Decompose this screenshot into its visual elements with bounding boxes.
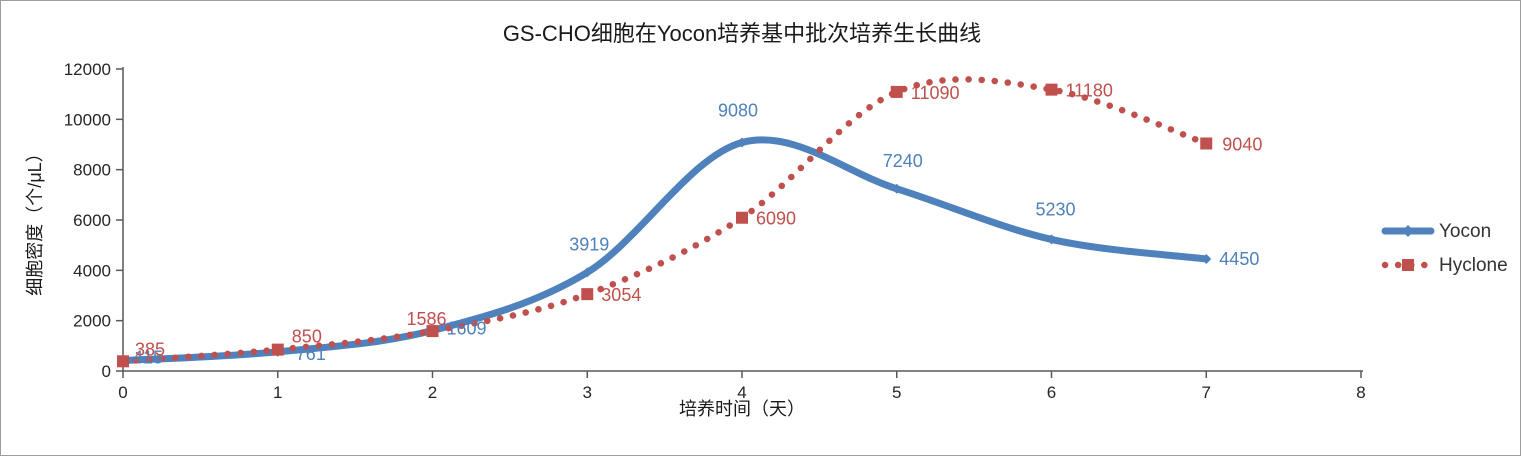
yocon-data-label: 5230	[1035, 199, 1075, 219]
hyclone-data-label: 3054	[601, 285, 641, 305]
axes: 0 2000 4000 6000 8000 10000 12000 0 1 2 3 4 5 6 7 8	[64, 60, 1366, 402]
yocon-legend-diamond-icon	[1402, 225, 1414, 237]
yocon-diamond-marker	[1201, 254, 1212, 265]
hyclone-data-label: 9040	[1222, 135, 1262, 155]
yocon-diamond-marker	[737, 137, 747, 148]
x-tick-label: 3	[583, 383, 592, 402]
hyclone-square-marker	[736, 211, 748, 224]
x-tick-label: 0	[118, 383, 127, 402]
yocon-diamond-marker	[582, 267, 593, 278]
hyclone-data-label: 1586	[406, 309, 446, 329]
hyclone-data-label: 6090	[756, 209, 796, 229]
hyclone-square-marker	[1045, 83, 1058, 96]
y-axis-title: 细胞密度（个/μL）	[25, 144, 45, 295]
x-axis-title: 培养时间（天）	[679, 399, 805, 419]
yocon-data-label: 4450	[1219, 249, 1259, 269]
yocon-data-label: 415	[133, 348, 163, 368]
y-tick-label: 8000	[73, 161, 111, 180]
y-tick-label: 2000	[73, 312, 111, 331]
hyclone-data-label: 385	[135, 339, 165, 359]
yocon-data-label: 7240	[883, 151, 923, 171]
series-group	[117, 76, 1213, 368]
y-tick-label: 6000	[73, 211, 111, 230]
hyclone-square-marker	[117, 355, 129, 368]
y-tick-label: 12000	[64, 60, 111, 79]
x-tick-label: 7	[1202, 383, 1211, 402]
chart-title: GS-CHO细胞在Yocon培养基中批次培养生长曲线	[503, 21, 981, 46]
x-tick-label: 4	[737, 383, 746, 402]
yocon-line-swatch	[1381, 225, 1435, 237]
hyclone-data-label: 850	[292, 327, 322, 347]
hyclone-line	[119, 76, 1210, 365]
yocon-diamond-marker	[1046, 234, 1057, 245]
legend-item-yocon: Yocon	[1381, 221, 1491, 242]
yocon-data-label: 1609	[447, 319, 487, 339]
y-tick-label: 4000	[73, 261, 111, 280]
x-tick-label: 8	[1356, 383, 1365, 402]
hyclone-data-label: 11180	[1066, 81, 1113, 101]
yocon-data-label: 761	[296, 344, 326, 364]
yocon-data-label: 3919	[569, 234, 609, 254]
y-tick-label: 0	[102, 362, 111, 381]
legend-label-hyclone: Hyclone	[1439, 255, 1508, 276]
x-tick-label: 1	[273, 383, 282, 402]
legend-label-yocon: Yocon	[1439, 221, 1491, 242]
yocon-data-label: 9080	[718, 101, 758, 121]
hyclone-square-marker	[271, 343, 284, 356]
hyclone-square-marker	[426, 325, 439, 338]
hyclone-square-marker	[1200, 137, 1213, 150]
hyclone-line-swatch	[1381, 259, 1435, 271]
hyclone-square-marker	[890, 85, 903, 98]
x-tick-label: 5	[892, 383, 901, 402]
data-labels-group: 415 761 1609 3919 9080 7240 5230 4450 385 850 1586…	[133, 81, 1262, 368]
hyclone-square-marker	[581, 288, 594, 301]
legend-item-hyclone: Hyclone	[1381, 255, 1508, 276]
yocon-line	[119, 136, 1210, 365]
x-tick-label: 2	[428, 383, 437, 402]
hyclone-data-label: 11090	[911, 83, 960, 103]
x-tick-label: 6	[1047, 383, 1056, 402]
hyclone-legend-square-icon	[1402, 259, 1414, 271]
y-tick-label: 10000	[64, 110, 111, 129]
yocon-diamond-marker	[891, 183, 902, 194]
legend: Yocon Hyclone	[1381, 221, 1508, 276]
